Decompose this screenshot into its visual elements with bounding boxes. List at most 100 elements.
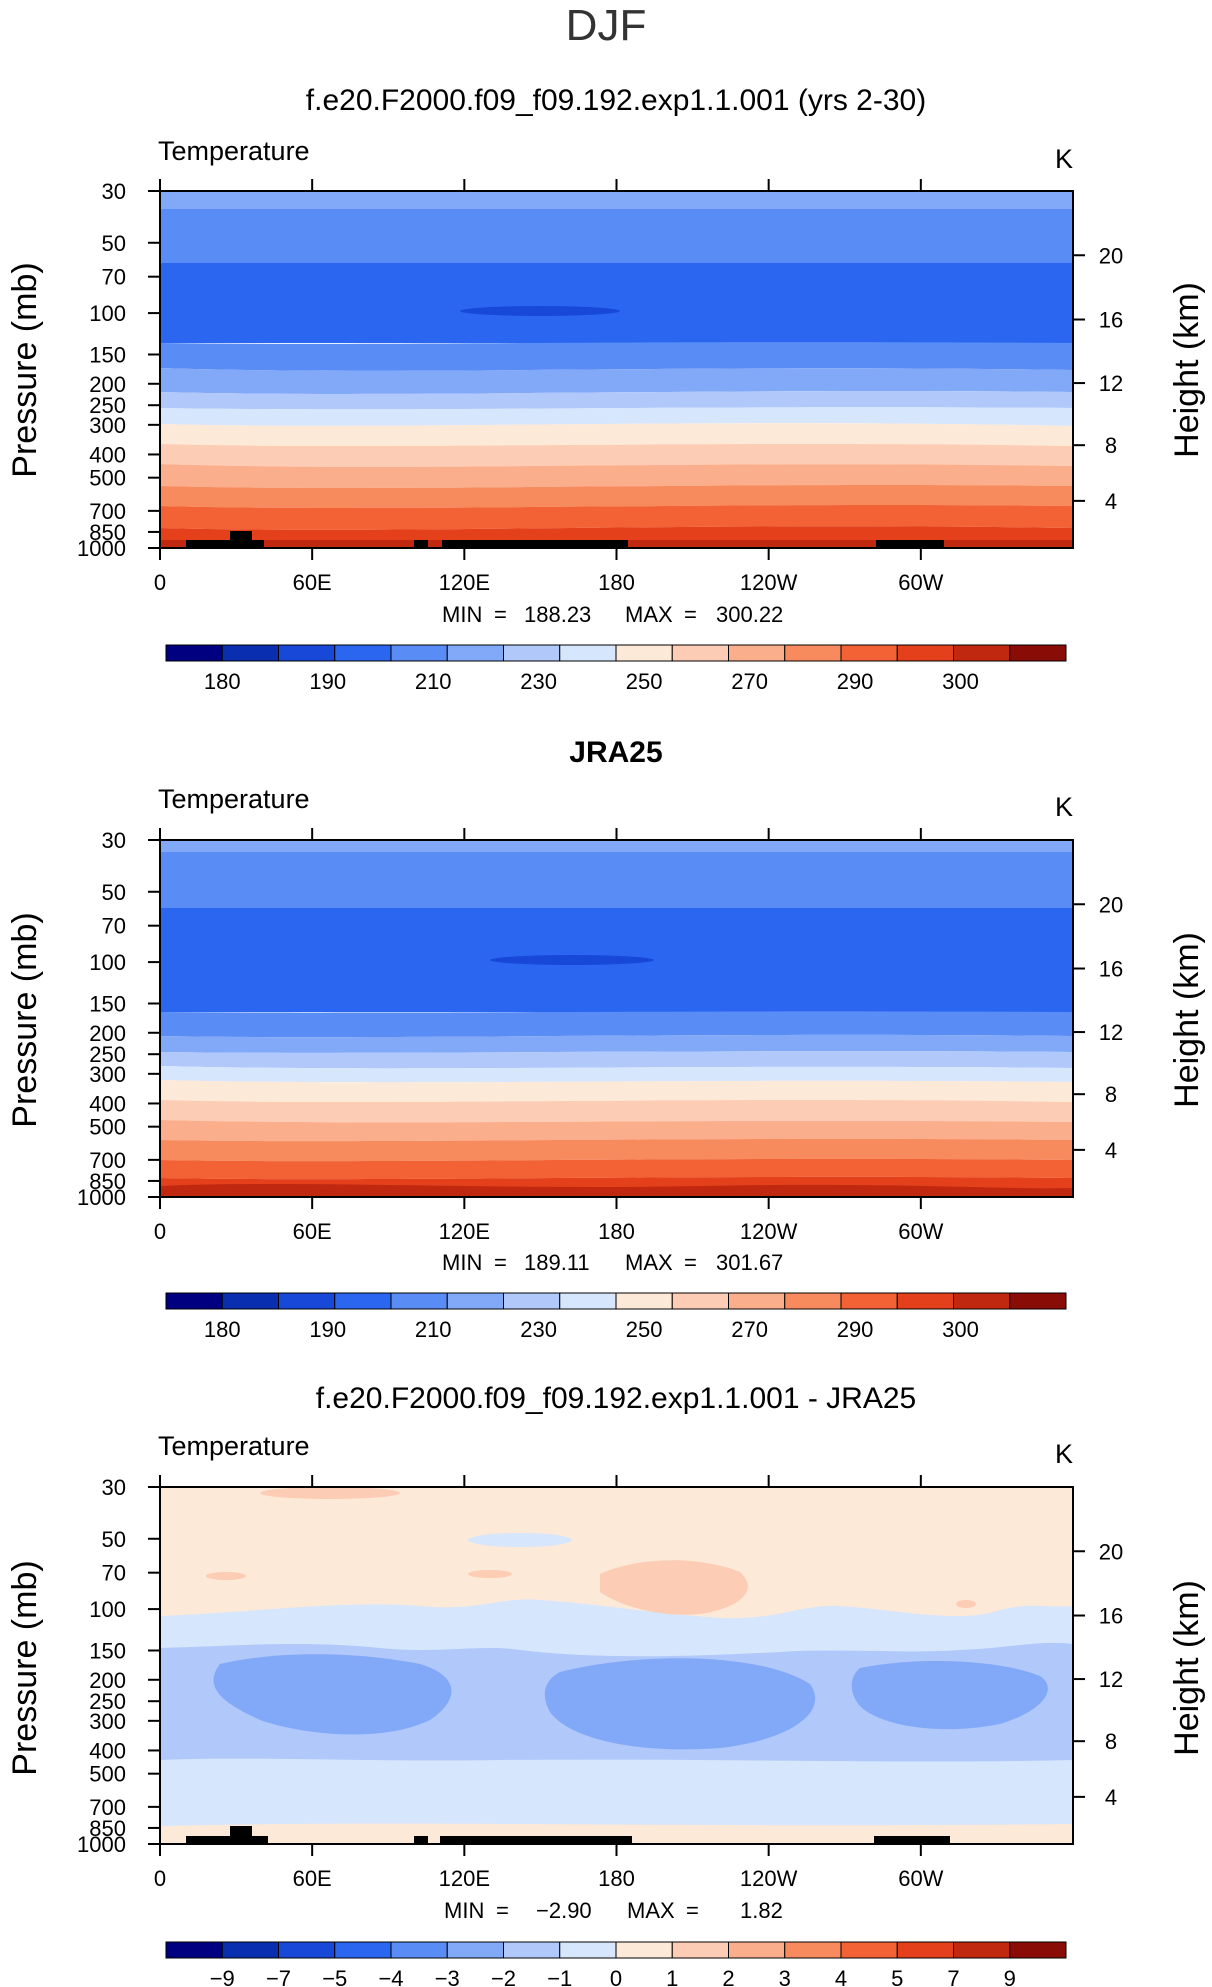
colorbar-label: 4 [835, 1966, 847, 1987]
x-tick-label: 60E [293, 1219, 332, 1244]
colorbar-label: −7 [266, 1966, 291, 1987]
panel-1-ylabel: Pressure (mb) [6, 262, 44, 477]
y-right-tick-label: 12 [1099, 371, 1123, 396]
y-tick-label: 50 [102, 880, 126, 905]
x-tick-label: 60E [293, 1866, 332, 1891]
colorbar-swatch [503, 1941, 561, 1959]
y-tick-label: 70 [102, 1561, 126, 1586]
panel-3-units-label: K [1055, 1439, 1073, 1469]
panel-1-title: f.e20.F2000.f09_f09.192.exp1.1.001 (yrs … [306, 84, 926, 117]
colorbar-swatch [1009, 1941, 1067, 1959]
band [160, 263, 1073, 343]
panel-2-colorbar: 180 190 210 230 250 270 290 300 [165, 1292, 1067, 1342]
panel-3-title: f.e20.F2000.f09_f09.192.exp1.1.001 - JRA… [316, 1382, 916, 1415]
colorbar-swatch [165, 1941, 223, 1959]
anomaly-patch [468, 1533, 572, 1547]
band [160, 1011, 1073, 1038]
colorbar-swatch [221, 1941, 279, 1959]
y-tick-label: 200 [89, 1668, 126, 1693]
colorbar-swatch [615, 1292, 673, 1310]
band [160, 505, 1073, 530]
colorbar-label: 180 [204, 669, 241, 694]
band [160, 342, 1073, 371]
colorbar-swatch [1009, 1292, 1067, 1310]
colorbar-label: −2 [491, 1966, 516, 1987]
y-tick-label: 30 [102, 1475, 126, 1500]
colorbar-swatch [559, 644, 617, 662]
colorbar-swatch [784, 644, 842, 662]
colorbar-label: 5 [891, 1966, 903, 1987]
colorbar-swatch [1009, 644, 1067, 662]
colorbar-label: 180 [204, 1317, 241, 1342]
band [160, 391, 1073, 410]
panel-1-max-value: 300.22 [716, 602, 783, 627]
y-tick-label: 100 [89, 301, 126, 326]
band [160, 368, 1073, 394]
panel-3-plot [159, 1486, 1074, 1845]
colorbar-swatch [728, 644, 786, 662]
y-right-tick-label: 8 [1105, 1082, 1117, 1107]
colorbar-swatch [503, 1292, 561, 1310]
panel-1-ylabel-right: Height (km) [1168, 282, 1206, 458]
y-tick-label: 150 [89, 343, 126, 368]
y-tick-label: 100 [89, 950, 126, 975]
y-right-tick-label: 4 [1105, 489, 1117, 514]
band [160, 1823, 1073, 1844]
colorbar-label: 190 [309, 1317, 346, 1342]
panel-2-title: JRA25 [569, 736, 662, 769]
panel-2-ylabel: Pressure (mb) [6, 912, 44, 1127]
colorbar-label: −1 [547, 1966, 572, 1987]
colorbar-swatch [896, 644, 954, 662]
band [544, 1658, 816, 1750]
y-tick-label: 500 [89, 1115, 126, 1140]
panel-1-min-label: MIN [442, 602, 482, 627]
panel-3-min-value: −2.90 [536, 1898, 592, 1923]
y-tick-label: 150 [89, 992, 126, 1017]
colorbar-swatch [840, 1292, 898, 1310]
panel-1-plot [159, 190, 1074, 549]
colorbar-swatch [784, 1292, 842, 1310]
colorbar-label: 190 [309, 669, 346, 694]
panel-2-min-eq: = [494, 1250, 507, 1275]
y-tick-label: 200 [89, 1021, 126, 1046]
colorbar-swatch [784, 1941, 842, 1959]
colorbar-swatch [165, 1292, 223, 1310]
y-tick-label: 200 [89, 372, 126, 397]
colorbar-swatch [165, 644, 223, 662]
x-tick-label: 0 [154, 1219, 166, 1244]
y-tick-label: 50 [102, 231, 126, 256]
x-tick-label: 120W [740, 1219, 798, 1244]
colorbar-label: 210 [415, 1317, 452, 1342]
panel-1-variable-label: Temperature [158, 136, 310, 166]
panel-2-max-eq: = [684, 1250, 697, 1275]
panel-3-ylabel: Pressure (mb) [6, 1560, 44, 1775]
colorbar-label: 300 [942, 1317, 979, 1342]
y-tick-label: 300 [89, 1062, 126, 1087]
panel-1-max-label: MAX [625, 602, 673, 627]
x-tick-label: 180 [598, 1219, 635, 1244]
cold-core [460, 306, 620, 316]
panel-1-max-eq: = [684, 602, 697, 627]
colorbar-label: 270 [731, 1317, 768, 1342]
anomaly-patch [206, 1572, 246, 1580]
y-right-tick-label: 4 [1105, 1785, 1117, 1810]
colorbar-label: 1 [666, 1966, 678, 1987]
panel-3-max-label: MAX [627, 1898, 675, 1923]
colorbar-label: 230 [520, 669, 557, 694]
figure-title: DJF [566, 1, 647, 50]
y-tick-label: 100 [89, 1597, 126, 1622]
y-tick-label: 250 [89, 1689, 126, 1714]
band [851, 1661, 1048, 1730]
band [160, 191, 1073, 209]
y-tick-label: 500 [89, 1762, 126, 1787]
x-tick-label: 180 [598, 570, 635, 595]
y-tick-label: 30 [102, 179, 126, 204]
colorbar-swatch [671, 1941, 729, 1959]
x-tick-label: 120E [439, 1866, 490, 1891]
y-tick-label: 70 [102, 914, 126, 939]
y-tick-label: 1000 [77, 536, 126, 561]
colorbar-swatch [671, 1292, 729, 1310]
y-tick-label: 150 [89, 1639, 126, 1664]
y-tick-label: 30 [102, 828, 126, 853]
